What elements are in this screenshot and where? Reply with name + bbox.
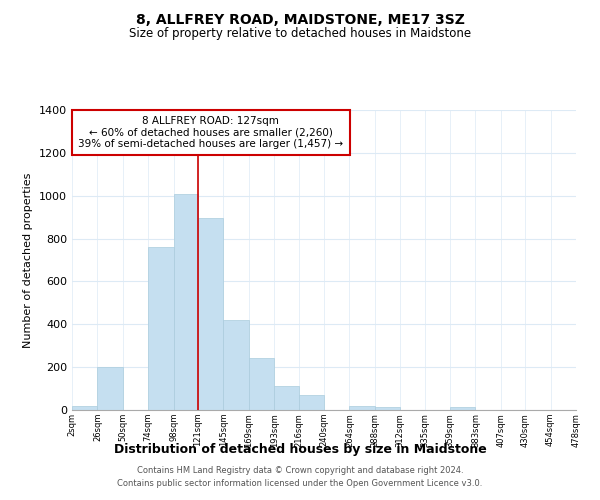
Bar [97,367,123,410]
Bar [249,358,274,410]
Bar [274,386,299,410]
Bar [198,218,223,410]
Bar [72,406,97,410]
Text: 8, ALLFREY ROAD, MAIDSTONE, ME17 3SZ: 8, ALLFREY ROAD, MAIDSTONE, ME17 3SZ [136,12,464,26]
Bar [299,395,324,410]
Bar [148,247,173,410]
Y-axis label: Number of detached properties: Number of detached properties [23,172,34,348]
Bar [375,407,400,410]
Bar [173,194,198,410]
Text: Contains HM Land Registry data © Crown copyright and database right 2024.
Contai: Contains HM Land Registry data © Crown c… [118,466,482,487]
Text: Size of property relative to detached houses in Maidstone: Size of property relative to detached ho… [129,28,471,40]
Text: Distribution of detached houses by size in Maidstone: Distribution of detached houses by size … [113,442,487,456]
Bar [349,406,375,410]
Bar [223,320,249,410]
Bar [450,407,475,410]
Text: 8 ALLFREY ROAD: 127sqm
← 60% of detached houses are smaller (2,260)
39% of semi-: 8 ALLFREY ROAD: 127sqm ← 60% of detached… [78,116,343,149]
